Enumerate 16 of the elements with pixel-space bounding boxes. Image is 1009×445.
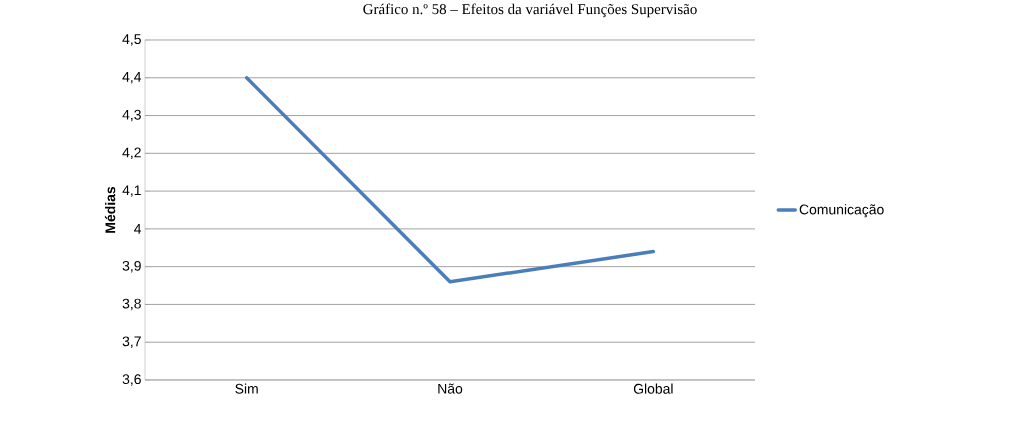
y-tick-label: 4 — [134, 224, 142, 234]
x-tick-label: Sim — [235, 383, 258, 394]
y-tick-label: 3,6 — [122, 374, 141, 386]
legend-label: Comunicação — [799, 204, 884, 218]
x-tick-label: Global — [633, 383, 673, 394]
y-tick-label: 4,2 — [122, 147, 141, 160]
y-tick-label: 3,9 — [122, 260, 141, 273]
chart-title: Gráfico n.º 58 – Efeitos da variável Funções Supervisão — [363, 3, 697, 18]
y-tick-label: 4,4 — [122, 72, 142, 84]
y-tick-label: 3,7 — [122, 336, 141, 348]
y-tick-label: 4,3 — [122, 109, 141, 122]
y-tick-label: 4,1 — [122, 185, 141, 197]
y-axis-title: Médias — [104, 186, 116, 233]
y-tick-label: 4,5 — [122, 34, 141, 46]
x-tick-label: Não — [438, 383, 463, 394]
y-tick-label: 3,8 — [122, 298, 141, 311]
